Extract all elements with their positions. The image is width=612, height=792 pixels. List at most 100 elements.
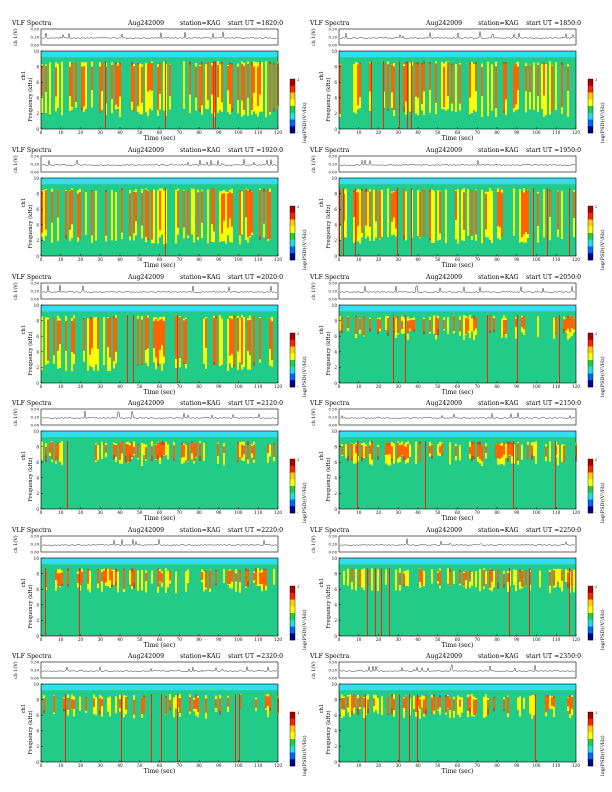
spectrogram-cell [461,697,463,713]
spectrogram-cell [223,568,225,583]
spectrogram-cell [353,190,355,218]
time-tick-label: 10 [58,257,64,262]
spectrogram-panel: VLF Spectra Aug242009 station=KAG start UT … [11,274,308,397]
spectrogram-cell [449,568,451,586]
spectrogram-cell [515,317,517,339]
freq-tick-label: 2 [36,238,39,243]
spectrogram-panel: VLF Spectra Aug242009 station=KAG start UT … [309,274,606,397]
time-tick-label: 120 [274,637,282,642]
spectrogram-cell [507,441,509,462]
spectrogram-cell [567,318,569,340]
spectrogram-cell [159,571,161,582]
spectrogram-spike [127,315,128,383]
spectrogram-cell [165,568,167,593]
spectrogram-cell [77,573,79,583]
spectrogram-cell [511,443,513,457]
colorbar-segment [588,626,593,634]
spectrogram-cell [203,318,205,364]
colorbar-segment [588,126,593,134]
spectrogram-cell [53,695,55,713]
colorbar-segment [588,486,593,494]
time-axis-label: Time (sec) [442,768,474,775]
spectrogram-cell [439,191,441,234]
freq-tick-label: 6 [36,334,39,339]
freq-tick-label: 4 [36,729,39,734]
freq-tick-label: 0 [334,760,337,765]
spectrogram-cells [41,61,279,129]
panel-date: Aug242009 [127,400,164,407]
panel-title: VLF Spectra [309,147,350,154]
colorbar-segment [290,126,295,134]
frequency-axis-label: Frequency (kHz) [325,331,332,375]
spectrogram-cell [549,695,551,709]
spectrogram-spike [393,315,394,383]
time-tick-label: 80 [196,763,202,768]
spectrogram-cell [95,317,97,365]
spectrogram-cells [339,315,575,383]
spectrogram-cell [351,568,353,583]
spectrogram-cell [413,319,415,332]
spectrogram-cell [245,568,247,587]
spectrogram-cell [247,190,249,238]
spectrogram-cell [45,317,47,365]
freq-tick-label: 2 [36,744,39,749]
spectrogram-cell [259,318,261,360]
freq-tick-label: 0 [334,381,337,386]
spectrogram-cell [419,441,421,462]
spectrogram-cell [543,62,545,96]
spectrogram-cell [145,570,147,593]
panel-station: station=KAG [478,274,519,281]
time-tick-label: 60 [157,384,163,389]
waveform-tick-label: 0.50 [329,534,338,539]
spectrogram-cell [367,191,369,237]
spectrogram-spike [569,568,570,636]
colorbar-segment [588,360,593,368]
time-tick-label: 20 [376,257,382,262]
waveform-frame [40,282,279,300]
spectrogram-spike [65,694,66,762]
spectrogram-cell [493,696,495,712]
spectrogram-cell [267,696,269,706]
panel-start-ut: start UT =1950:0 [526,147,581,154]
spectrogram-cell [519,569,521,582]
spectrogram-cell [131,442,133,458]
panel-date: Aug242009 [425,400,462,407]
spectrogram-cell [525,570,527,586]
spectrogram-cell [157,190,159,244]
time-tick-label: 100 [235,763,243,768]
spectrogram-cell [105,444,107,453]
spectrogram-cell [505,443,507,458]
spectrogram-spike [105,61,106,129]
frequency-axis-label: Frequency (kHz) [325,584,332,628]
spectrogram-cell [549,441,551,462]
spectrogram-cell [153,320,155,349]
spectrogram-cell [173,697,175,718]
spectrogram-cell [521,570,523,587]
spectrogram-cell [57,442,59,459]
panel-station: station=KAG [180,653,221,660]
spectrogram-cell [485,571,487,584]
time-tick-label: 70 [177,763,183,768]
waveform-frame [40,155,279,173]
colorbar-segment [588,253,593,261]
waveform-frame [338,282,577,300]
spectrogram-cell [107,568,109,587]
time-tick-label: 120 [572,130,580,135]
spectrogram-cell [239,318,241,363]
panel-date: Aug242009 [425,274,462,281]
colorbar-segment [290,353,295,361]
time-tick-label: 30 [396,257,402,262]
spectrogram-cell [563,319,565,334]
colorbar-label: log(PSD)(V²/Hz) [599,609,606,650]
waveform-trace [339,538,576,547]
time-tick-label: 110 [552,637,560,642]
spectrogram-cell [243,445,245,455]
panel-station: station=KAG [180,527,221,534]
channel-label: ch1 [319,198,325,208]
spectrogram-cell [377,318,379,334]
colorbar-segment [290,718,295,726]
colorbar-segment [290,725,295,733]
spectrogram-cell [49,442,51,453]
spectrogram-cell [195,66,197,98]
spectrogram-cell [141,192,143,226]
